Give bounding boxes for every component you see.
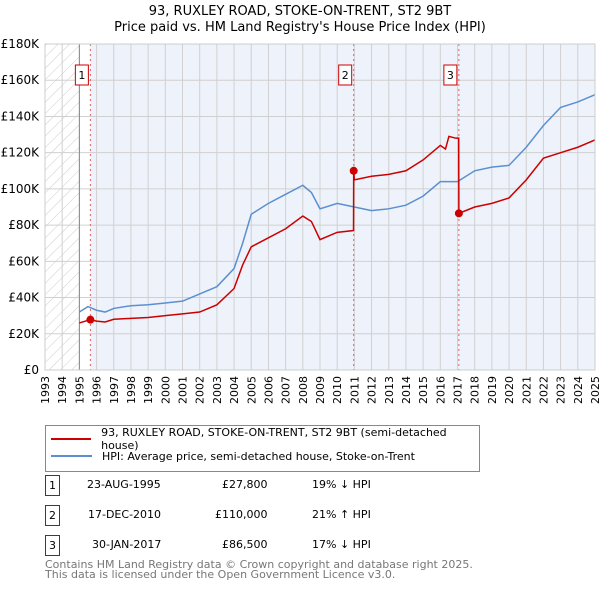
y-tick-label: £20K (8, 327, 40, 341)
series-line (79, 135, 596, 324)
marker-badge: 3 (45, 535, 60, 556)
x-tick-label: 2012 (366, 376, 379, 404)
x-tick-label: 1999 (142, 376, 155, 404)
y-tick-label: £100K (1, 182, 41, 196)
sale-label-box (443, 64, 458, 86)
x-tick-label: 1998 (125, 376, 138, 404)
chart-title: 93, RUXLEY ROAD, STOKE-ON-TRENT, ST2 9BT (148, 4, 452, 19)
hpi-line-swatch (51, 455, 92, 457)
x-tick-label: 2010 (331, 376, 344, 404)
date: 23-AUG-1995 (87, 478, 161, 491)
property-line-swatch (51, 438, 92, 440)
sale-label: 2 (342, 69, 349, 82)
x-tick-label: 2008 (297, 376, 310, 404)
footer: Contains HM Land Registry data © Crown c… (45, 558, 473, 581)
x-tick-label: 2004 (228, 376, 241, 404)
x-tick-label: 1995 (73, 376, 86, 404)
licence-text: This data is licensed under the Open Gov… (45, 568, 396, 581)
x-tick-label: 2020 (503, 376, 516, 404)
sale-point (86, 315, 95, 324)
y-tick-label: £40K (8, 291, 40, 305)
x-tick-label: 2006 (262, 376, 275, 404)
x-tick-label: 2003 (211, 376, 224, 404)
legend-property: 93, RUXLEY ROAD, STOKE-ON-TRENT, ST2 9BT… (101, 426, 447, 452)
x-tick-label: 2024 (572, 376, 585, 404)
x-tick-label: 2007 (280, 376, 293, 404)
marker-badge: 1 (45, 475, 60, 496)
marker-badge: 2 (45, 505, 60, 526)
x-tick-label: 2017 (452, 376, 465, 404)
x-tick-label: 2000 (159, 376, 172, 404)
hpi-diff: 17% ↓ HPI (312, 538, 371, 551)
x-tick-label: 2015 (417, 376, 430, 404)
transaction-row: 1 23-AUG-1995 £27,800 19% ↓ HPI (45, 475, 545, 496)
shaded-period (90, 44, 595, 370)
y-tick-label: £120K (1, 146, 41, 160)
sale-point (454, 209, 463, 218)
x-tick-label: 1994 (56, 376, 69, 404)
series-line (78, 94, 596, 313)
x-tick-label: 2001 (177, 376, 190, 404)
sale-point (349, 166, 358, 175)
legend-hpi: HPI: Average price, semi-detached house,… (102, 449, 415, 463)
sale-label-box (338, 64, 353, 86)
price: £86,500 (222, 538, 268, 551)
y-tick-label: £160K (1, 73, 41, 87)
y-tick-label: £80K (8, 218, 40, 232)
x-tick-label: 2005 (245, 376, 258, 404)
y-tick-label: £180K (1, 37, 41, 51)
copyright-text: Contains HM Land Registry data © Crown c… (45, 558, 473, 571)
x-tick-label: 2014 (400, 376, 413, 404)
date: 30-JAN-2017 (92, 538, 162, 551)
x-tick-label: 2021 (520, 376, 533, 404)
x-tick-label: 2023 (555, 376, 568, 404)
x-tick-label: 2002 (194, 376, 207, 404)
y-tick-label: £60K (8, 254, 40, 268)
price: £27,800 (222, 478, 268, 491)
y-tick-label: £0 (24, 363, 39, 377)
chart-subtitle: Price paid vs. HM Land Registry's House … (114, 20, 486, 35)
hpi-diff: 21% ↑ HPI (312, 508, 371, 521)
plot-border (44, 43, 596, 371)
x-tick-label: 2018 (469, 376, 482, 404)
price: £110,000 (215, 508, 268, 521)
x-tick-label: 2019 (486, 376, 499, 404)
x-tick-label: 2022 (537, 376, 550, 404)
y-tick-label: £140K (1, 109, 41, 123)
sale-label: 3 (447, 69, 454, 82)
x-tick-label: 2013 (383, 376, 396, 404)
transaction-row: 3 30-JAN-2017 £86,500 17% ↓ HPI (45, 535, 545, 556)
x-tick-label: 2009 (314, 376, 327, 404)
sale-label-box (74, 64, 89, 86)
transaction-row: 2 17-DEC-2010 £110,000 21% ↑ HPI (45, 505, 545, 526)
x-tick-label: 2025 (589, 376, 600, 404)
x-tick-label: 1996 (91, 376, 104, 404)
x-tick-label: 2016 (434, 376, 447, 404)
price-chart: 1993 1994 1995 1996 1997 1998 1999 2000 2001 2002… (1, 37, 600, 404)
date: 17-DEC-2010 (88, 508, 162, 521)
x-tick-label: 2011 (348, 376, 361, 404)
x-tick-label: 1993 (39, 376, 52, 404)
hpi-diff: 19% ↓ HPI (312, 478, 371, 491)
x-tick-label: 1997 (108, 376, 121, 404)
sale-label: 1 (78, 69, 85, 82)
legend: 93, RUXLEY ROAD, STOKE-ON-TRENT, ST2 9BT… (45, 425, 480, 472)
